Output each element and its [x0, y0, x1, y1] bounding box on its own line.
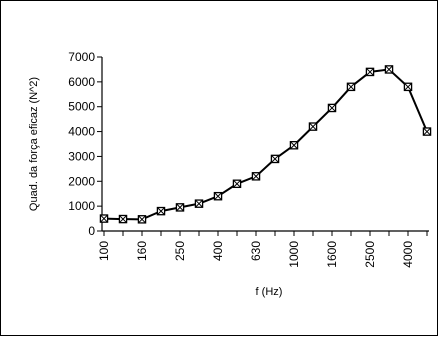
series-group: [100, 66, 430, 223]
data-point-5000: [423, 128, 430, 135]
series-line: [104, 69, 427, 219]
x-tick-label-2500: 2500: [363, 241, 377, 268]
data-point-1250: [309, 123, 316, 130]
data-point-2500: [366, 68, 373, 75]
data-point-4000: [404, 83, 411, 90]
x-tick-label-100: 100: [97, 241, 111, 261]
x-ticks: 100 160 250 400 630 1000 1600 2500 4000: [97, 231, 427, 268]
data-point-630: [252, 173, 259, 180]
data-point-315: [195, 200, 202, 207]
y-tick-label-5000: 5000: [68, 100, 95, 114]
x-tick-label-630: 630: [249, 241, 263, 261]
x-tick-label-4000: 4000: [401, 241, 415, 268]
y-tick-label-2000: 2000: [68, 174, 95, 188]
y-ticks: 0 1000 2000 3000 4000 5000 6000 7000: [68, 50, 102, 238]
y-tick-label-4000: 4000: [68, 125, 95, 139]
x-tick-label-160: 160: [135, 241, 149, 261]
data-point-200: [157, 208, 164, 215]
data-point-1000: [290, 142, 297, 149]
data-point-250: [176, 204, 183, 211]
y-axis-label: Quad. da força eficaz (N^2): [28, 77, 40, 211]
x-tick-label-1600: 1600: [325, 241, 339, 268]
data-point-1600: [328, 104, 335, 111]
data-point-2000: [347, 83, 354, 90]
x-axis-label: f (Hz): [256, 286, 283, 298]
y-tick-label-7000: 7000: [68, 50, 95, 64]
data-point-400: [214, 193, 221, 200]
data-point-800: [271, 155, 278, 162]
data-point-100: [100, 215, 107, 222]
data-point-3150: [385, 66, 392, 73]
x-tick-label-250: 250: [173, 241, 187, 261]
data-point-125: [119, 215, 126, 222]
x-tick-label-1000: 1000: [287, 241, 301, 268]
data-point-160: [138, 216, 145, 223]
data-point-500: [233, 180, 240, 187]
x-tick-label-400: 400: [211, 241, 225, 261]
y-tick-label-0: 0: [88, 224, 95, 238]
axes: [102, 57, 429, 231]
y-tick-label-1000: 1000: [68, 199, 95, 213]
y-tick-label-3000: 3000: [68, 149, 95, 163]
y-tick-label-6000: 6000: [68, 75, 95, 89]
